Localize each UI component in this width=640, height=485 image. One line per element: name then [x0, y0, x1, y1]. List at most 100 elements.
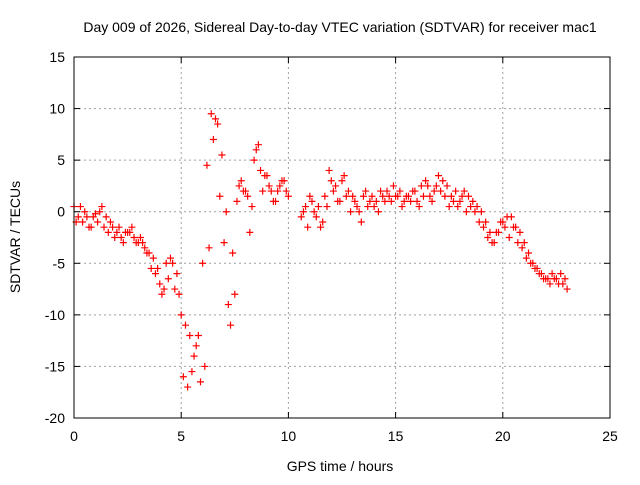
data-point	[342, 192, 350, 200]
y-tick-label: 0	[57, 204, 65, 220]
data-point	[520, 239, 528, 247]
data-point	[214, 120, 222, 128]
data-point	[338, 177, 346, 185]
data-point	[244, 192, 252, 200]
data-point	[274, 187, 282, 195]
data-point	[304, 223, 312, 231]
data-point	[190, 352, 198, 360]
data-point	[314, 203, 322, 211]
y-tick-label: 5	[57, 152, 65, 168]
data-point	[209, 136, 217, 144]
data-point	[111, 234, 119, 241]
data-point	[366, 197, 374, 205]
data-point	[308, 197, 316, 205]
data-point	[175, 290, 183, 298]
data-point	[231, 290, 239, 298]
chart-title: Day 009 of 2026, Sidereal Day-to-day VTE…	[83, 19, 596, 35]
data-point	[224, 301, 232, 309]
data-point	[497, 218, 505, 226]
data-point	[199, 259, 207, 267]
data-point	[321, 192, 329, 200]
data-point	[482, 218, 490, 226]
data-point	[248, 203, 256, 211]
data-point	[85, 223, 93, 231]
data-point	[207, 110, 215, 118]
data-point	[432, 182, 440, 190]
data-point	[136, 234, 144, 241]
y-tick-label: -15	[45, 358, 65, 374]
data-point	[254, 141, 262, 149]
data-point	[235, 182, 243, 190]
plot-frame	[73, 56, 611, 419]
data-point	[83, 213, 91, 221]
data-point	[347, 208, 355, 216]
data-point	[233, 197, 241, 205]
data-point	[252, 146, 260, 154]
data-point	[329, 187, 337, 195]
data-point	[128, 223, 136, 231]
x-tick-label: 15	[388, 428, 404, 444]
data-point	[525, 249, 533, 257]
data-point	[415, 203, 423, 211]
data-point	[473, 203, 481, 211]
data-point	[334, 197, 342, 205]
data-point	[81, 208, 89, 216]
data-point	[186, 331, 194, 339]
data-point	[389, 182, 397, 190]
data-point	[353, 203, 361, 211]
data-point	[154, 264, 162, 272]
data-point	[284, 192, 292, 200]
data-point	[79, 218, 87, 226]
data-point	[484, 234, 492, 241]
data-point	[147, 264, 155, 272]
data-point	[179, 373, 187, 381]
data-point	[319, 218, 327, 226]
data-point	[171, 285, 179, 293]
data-point	[265, 182, 273, 190]
data-point	[467, 203, 475, 211]
data-point	[216, 192, 224, 200]
data-point	[89, 213, 97, 221]
data-point	[166, 254, 174, 262]
y-tick-label: -20	[45, 410, 65, 426]
data-point	[269, 197, 277, 205]
data-point	[188, 368, 196, 376]
data-point	[452, 187, 460, 195]
data-point	[156, 280, 164, 288]
data-point	[196, 378, 204, 386]
data-point	[220, 239, 228, 247]
data-point	[387, 197, 395, 205]
data-point	[102, 213, 110, 221]
data-point	[462, 208, 470, 216]
y-tick-label: -5	[53, 255, 66, 271]
data-point	[374, 208, 382, 216]
data-point	[377, 187, 385, 195]
data-point	[480, 223, 488, 231]
data-point	[145, 249, 153, 257]
data-point	[149, 254, 157, 262]
data-point	[505, 234, 513, 241]
data-point	[516, 228, 524, 236]
data-point	[396, 187, 404, 195]
x-axis-label: GPS time / hours	[287, 458, 394, 474]
data-point	[357, 218, 365, 226]
data-point	[201, 362, 209, 370]
data-point	[222, 208, 230, 216]
data-point	[372, 197, 380, 205]
data-point	[381, 197, 389, 205]
data-point	[385, 192, 393, 200]
data-point	[548, 270, 556, 278]
data-point	[192, 342, 200, 350]
x-tick-label: 20	[495, 428, 511, 444]
data-point	[475, 218, 483, 226]
data-point	[96, 208, 104, 216]
data-point	[411, 187, 419, 195]
data-point	[443, 182, 451, 190]
data-point	[407, 197, 415, 205]
data-point	[205, 244, 213, 252]
data-point	[535, 270, 543, 278]
data-point	[364, 203, 372, 211]
data-point	[413, 197, 421, 205]
